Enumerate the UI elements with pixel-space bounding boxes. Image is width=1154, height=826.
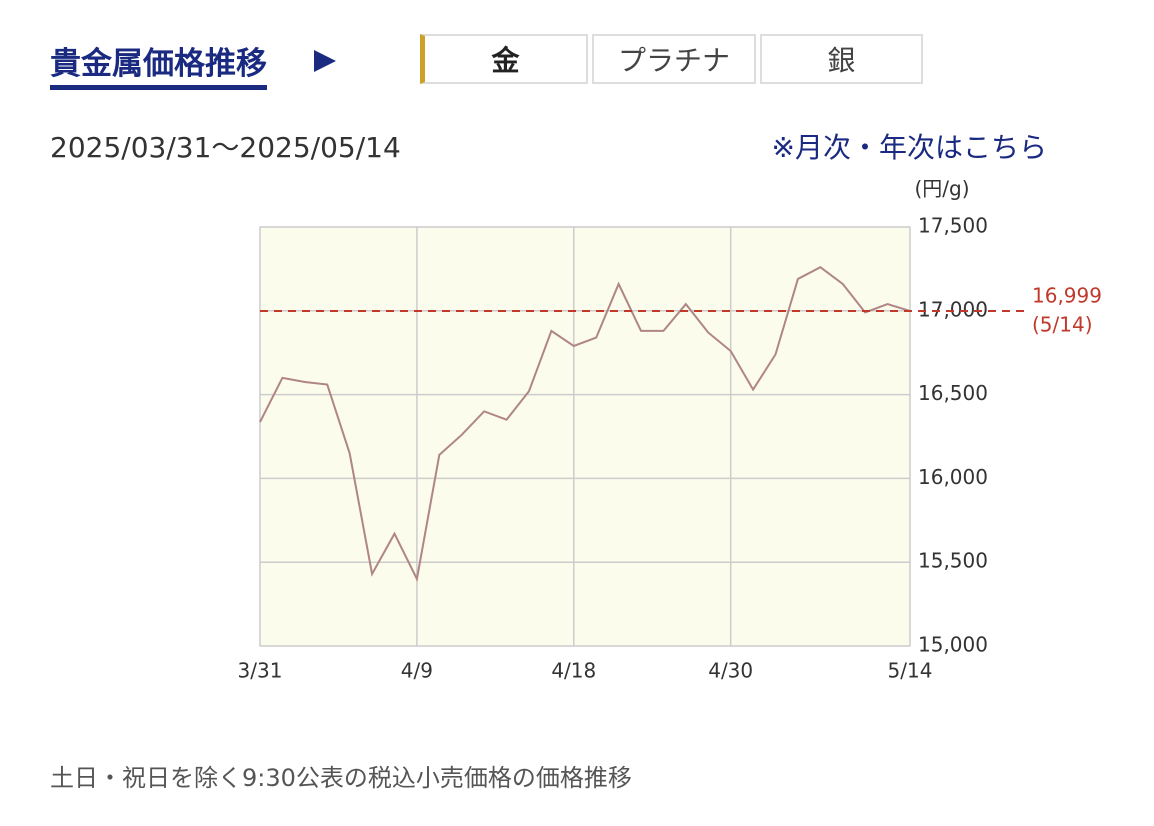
y-tick-label: 17,500	[918, 214, 988, 238]
y-tick-label: 15,500	[918, 549, 988, 573]
y-tick-label: 16,000	[918, 465, 988, 489]
tab[interactable]: 金	[420, 34, 588, 84]
footnote: 土日・祝日を除く9:30公表の税込小売価格の価格推移	[50, 764, 632, 792]
tab[interactable]: プラチナ	[592, 34, 756, 84]
tab[interactable]: 銀	[760, 34, 923, 84]
x-tick-label: 4/18	[551, 659, 596, 683]
chart: (円/g) 15,000 15,500 16,000 16,500 17,000 17,50…	[238, 177, 1102, 683]
unit-label: (円/g)	[914, 177, 969, 201]
y-tick-label: 16,500	[918, 381, 988, 405]
x-tick-label: 4/30	[708, 659, 753, 683]
price-line	[259, 266, 911, 583]
reference-date: (5/14)	[1032, 312, 1093, 336]
section-title[interactable]: 貴金属価格推移	[50, 38, 267, 90]
x-tick-label: 4/9	[401, 659, 433, 683]
y-tick-label: 15,000	[918, 633, 988, 657]
x-tick-label: 3/31	[238, 659, 283, 683]
period: 2025/03/31〜2025/05/14	[50, 131, 401, 164]
x-tick-label: 5/14	[888, 659, 933, 683]
link[interactable]: ※月次・年次はこちら	[771, 131, 1047, 164]
plot-area	[259, 226, 911, 647]
y-tick-label: 17,000	[918, 297, 988, 321]
arrow-icon	[314, 50, 336, 72]
reference-label: 16,999	[1032, 283, 1102, 307]
